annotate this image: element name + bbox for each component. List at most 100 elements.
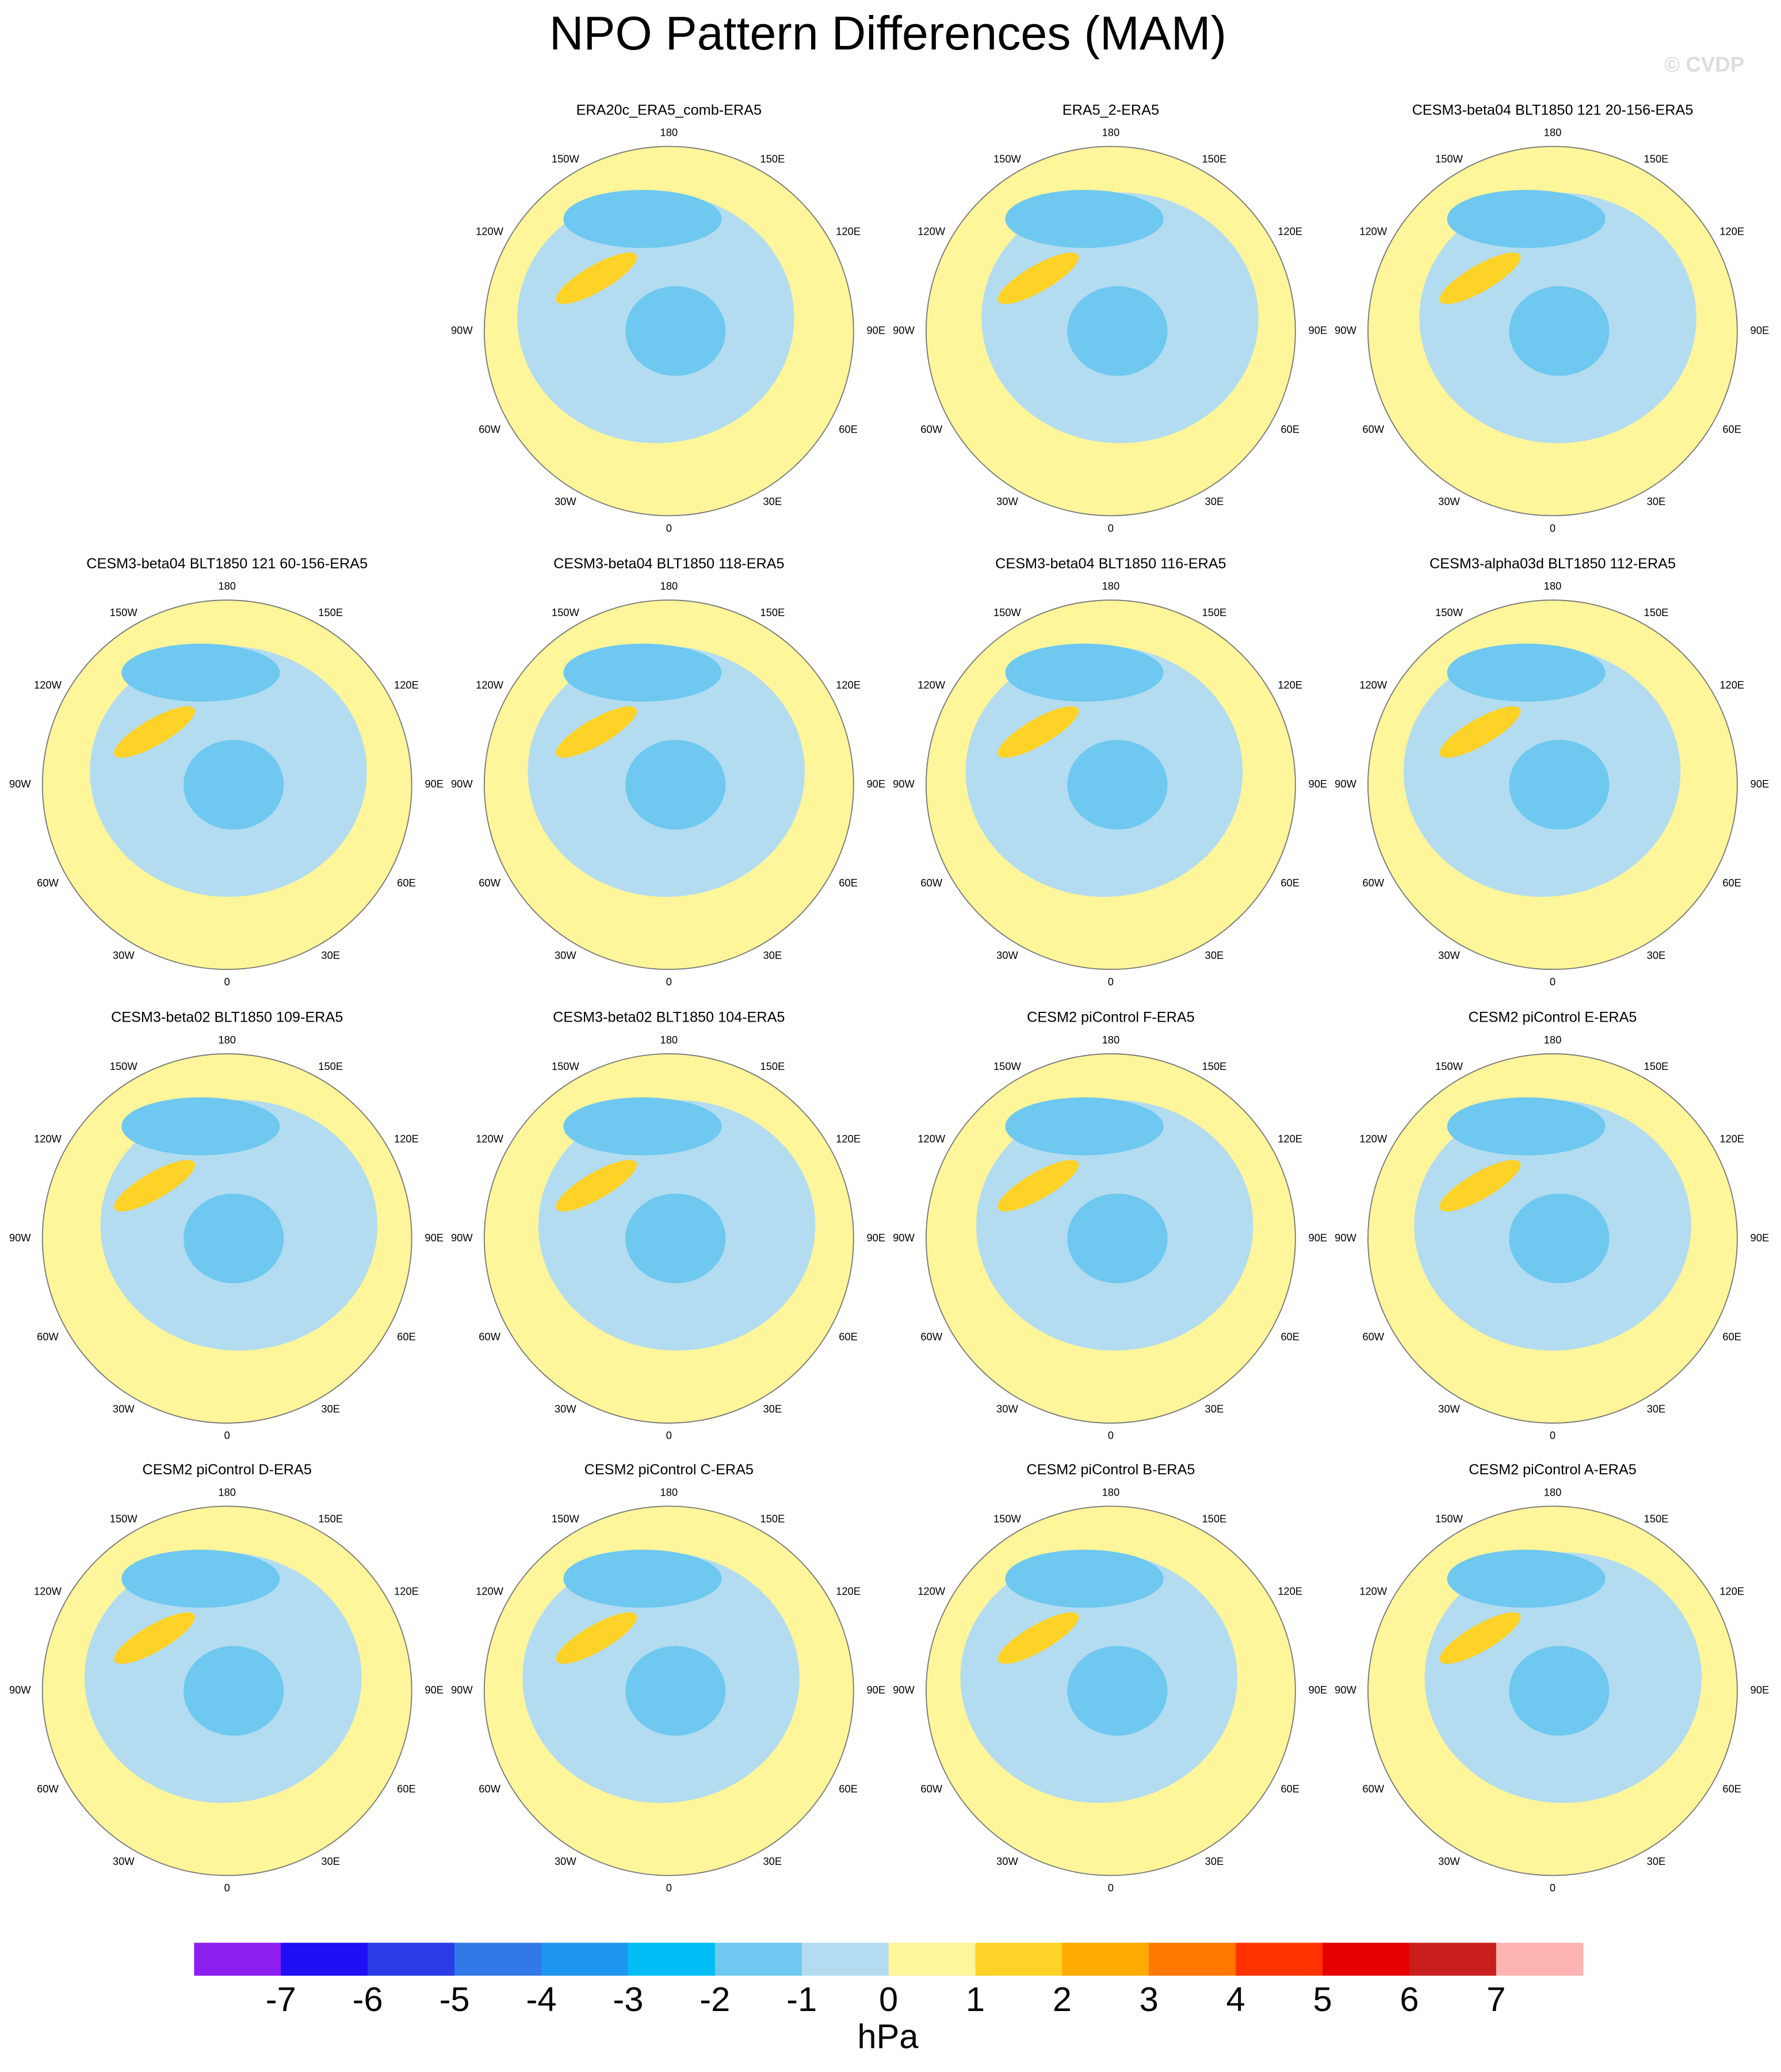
field-region bbox=[556, 253, 637, 304]
colorbar-label: hPa bbox=[857, 2017, 919, 2055]
field-region bbox=[1067, 1646, 1168, 1736]
longitude-label: 90W bbox=[9, 1684, 31, 1696]
longitude-label: 180 bbox=[1544, 126, 1562, 138]
panel-title: CESM3-beta02 BLT1850 109-ERA5 bbox=[111, 1010, 343, 1026]
longitude-label: 180 bbox=[660, 126, 678, 138]
map-panel: CESM2 piControl C-ERA5 180 150E 120E 90E 60E 3… bbox=[451, 1462, 885, 1894]
map-panel: CESM3-beta04 BLT1850 118-ERA5 180 150E 120E… bbox=[451, 556, 885, 988]
longitude-label: 180 bbox=[1102, 126, 1120, 138]
longitude-label: 0 bbox=[1108, 976, 1114, 988]
field-region bbox=[1447, 643, 1606, 702]
longitude-label: 30W bbox=[555, 949, 576, 961]
field-region bbox=[114, 1160, 196, 1212]
colorbar-tick-label: 2 bbox=[1053, 1980, 1072, 2019]
panel-title: CESM2 piControl A-ERA5 bbox=[1469, 1462, 1637, 1478]
map-field bbox=[484, 600, 854, 970]
longitude-label: 30E bbox=[321, 949, 340, 961]
longitude-label: 90W bbox=[893, 1684, 915, 1696]
longitude-label: 90E bbox=[425, 778, 444, 790]
longitude-label: 120E bbox=[836, 1133, 861, 1145]
field-region bbox=[997, 253, 1079, 304]
longitude-label: 150E bbox=[1202, 606, 1226, 618]
longitude-label: 60W bbox=[37, 1783, 59, 1795]
longitude-label: 120W bbox=[476, 1585, 504, 1597]
map-field bbox=[1367, 146, 1737, 516]
color-box bbox=[1496, 1943, 1584, 1976]
field-region bbox=[1005, 1550, 1164, 1608]
map-border bbox=[1367, 1053, 1738, 1424]
colorbar-tick-label: 5 bbox=[1313, 1980, 1332, 2019]
longitude-label: 60W bbox=[1362, 1331, 1384, 1343]
longitude-label: 30W bbox=[996, 495, 1018, 507]
longitude-label: 90W bbox=[9, 778, 31, 790]
longitude-label: 90E bbox=[1751, 324, 1769, 336]
longitude-label: 120W bbox=[34, 679, 62, 691]
longitude-label: 90E bbox=[425, 1232, 444, 1244]
map-field bbox=[42, 1053, 412, 1423]
map-border bbox=[925, 599, 1296, 970]
longitude-label: 60W bbox=[37, 1331, 59, 1343]
longitude-label: 0 bbox=[224, 976, 230, 988]
figure-title: NPO Pattern Differences (MAM) bbox=[549, 7, 1226, 60]
field-region bbox=[625, 740, 726, 830]
longitude-label: 120W bbox=[476, 679, 504, 691]
map-border bbox=[925, 1053, 1296, 1424]
colorbar-tick-label: -5 bbox=[439, 1980, 470, 2019]
panel-title: CESM2 piControl D-ERA5 bbox=[143, 1462, 312, 1478]
longitude-label: 30E bbox=[1205, 949, 1224, 961]
longitude-label: 120E bbox=[1278, 1585, 1302, 1597]
longitude-label: 0 bbox=[1550, 522, 1555, 534]
longitude-label: 90W bbox=[1335, 778, 1356, 790]
panel-title: CESM2 piControl F-ERA5 bbox=[1027, 1010, 1195, 1026]
longitude-label: 150W bbox=[110, 1060, 138, 1072]
map-field bbox=[484, 1506, 854, 1876]
longitude-label: 60W bbox=[37, 877, 59, 889]
panel-title: ERA20c_ERA5_comb-ERA5 bbox=[576, 102, 762, 118]
longitude-label: 120W bbox=[918, 1585, 946, 1597]
panel-title: CESM3-alpha03d BLT1850 112-ERA5 bbox=[1430, 556, 1676, 572]
field-region bbox=[184, 740, 284, 830]
longitude-label: 0 bbox=[1550, 1429, 1555, 1442]
longitude-label: 60W bbox=[920, 877, 942, 889]
longitude-label: 90E bbox=[866, 1232, 885, 1244]
map-panel: CESM2 piControl E-ERA5 180 150E 120E 90E 60E 3… bbox=[1335, 1010, 1769, 1442]
field-region bbox=[997, 1160, 1079, 1212]
longitude-label: 180 bbox=[1102, 580, 1120, 592]
map-field bbox=[926, 1053, 1295, 1423]
field-region bbox=[121, 643, 280, 702]
colorbar-tick-label: -2 bbox=[700, 1980, 730, 2019]
longitude-label: 120W bbox=[34, 1133, 62, 1145]
longitude-label: 90E bbox=[1751, 1232, 1769, 1244]
panel-title: CESM2 piControl C-ERA5 bbox=[584, 1462, 754, 1478]
longitude-label: 150W bbox=[110, 1512, 138, 1524]
longitude-label: 180 bbox=[660, 1486, 678, 1498]
color-box bbox=[975, 1943, 1063, 1976]
field-region bbox=[121, 1550, 280, 1608]
longitude-label: 30W bbox=[996, 949, 1018, 961]
longitude-label: 180 bbox=[218, 1034, 236, 1046]
map-field bbox=[42, 1506, 412, 1876]
longitude-label: 120W bbox=[918, 679, 946, 691]
longitude-label: 150W bbox=[993, 1512, 1022, 1524]
panel-title: CESM2 piControl B-ERA5 bbox=[1026, 1462, 1195, 1478]
longitude-label: 120W bbox=[1359, 1585, 1388, 1597]
color-box bbox=[281, 1943, 368, 1976]
longitude-label: 120E bbox=[1719, 225, 1744, 237]
longitude-label: 150E bbox=[1644, 606, 1669, 618]
longitude-label: 60E bbox=[397, 1331, 416, 1343]
longitude-label: 30W bbox=[996, 1855, 1018, 1867]
longitude-label: 30W bbox=[113, 1855, 135, 1867]
longitude-label: 120W bbox=[476, 225, 504, 237]
longitude-label: 60E bbox=[1281, 1783, 1300, 1795]
longitude-label: 30E bbox=[763, 1855, 782, 1867]
longitude-label: 30E bbox=[1647, 949, 1666, 961]
longitude-label: 150W bbox=[552, 1060, 580, 1072]
longitude-label: 90E bbox=[866, 778, 885, 790]
longitude-label: 150E bbox=[318, 1060, 343, 1072]
longitude-label: 30E bbox=[763, 495, 782, 507]
longitude-label: 30W bbox=[1438, 495, 1460, 507]
field-region bbox=[1439, 1160, 1521, 1212]
longitude-label: 90W bbox=[9, 1232, 31, 1244]
longitude-label: 90E bbox=[425, 1684, 444, 1696]
longitude-label: 90E bbox=[1309, 1232, 1328, 1244]
